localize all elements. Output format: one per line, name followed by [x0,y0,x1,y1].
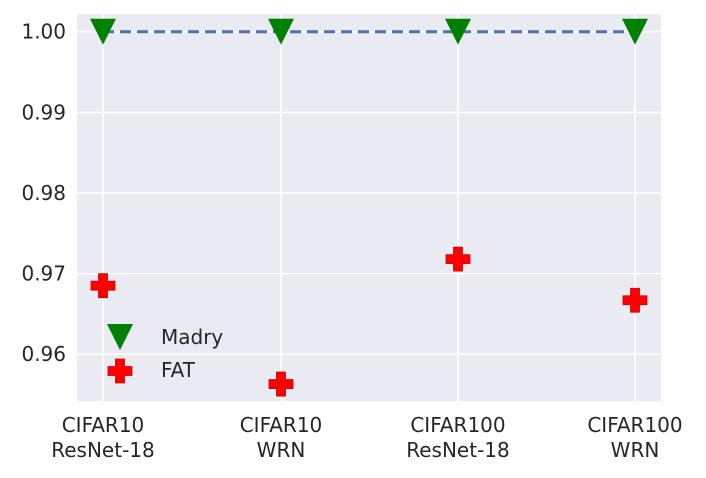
grid-lines [77,14,661,401]
madry-marker-icon [622,18,648,45]
y-tick-label: 0.99 [21,100,66,124]
legend-fat-label: FAT [161,358,196,382]
madry-marker-icon [268,18,294,45]
x-tick-label: CIFAR10 [62,413,145,437]
x-tick-label: WRN [611,438,660,462]
x-tick-label: WRN [257,438,306,462]
plot-background [77,14,661,401]
x-axis-ticks: CIFAR10ResNet-18CIFAR10WRNCIFAR100ResNet… [51,413,682,462]
legend-madry-icon [107,324,133,350]
fat-marker-icon [90,273,116,299]
legend-fat-icon [107,358,133,384]
x-tick-label: ResNet-18 [51,438,155,462]
x-tick-label: ResNet-18 [406,438,510,462]
y-tick-label: 1.00 [21,20,66,44]
legend-madry-label: Madry [161,325,223,349]
x-tick-label: CIFAR100 [587,413,682,437]
data-points [90,18,648,397]
y-tick-label: 0.97 [21,262,66,286]
y-axis-ticks: 0.96 0.97 0.98 0.99 1.00 [21,20,66,366]
fat-marker-icon [622,287,648,313]
x-tick-label: CIFAR100 [410,413,505,437]
madry-marker-icon [445,18,471,45]
legend: Madry FAT [107,324,223,384]
x-tick-label: CIFAR10 [240,413,323,437]
madry-marker-icon [90,18,116,45]
fat-marker-icon [445,246,471,272]
fat-marker-icon [268,371,294,397]
y-tick-label: 0.98 [21,181,66,205]
y-tick-label: 0.96 [21,342,66,366]
